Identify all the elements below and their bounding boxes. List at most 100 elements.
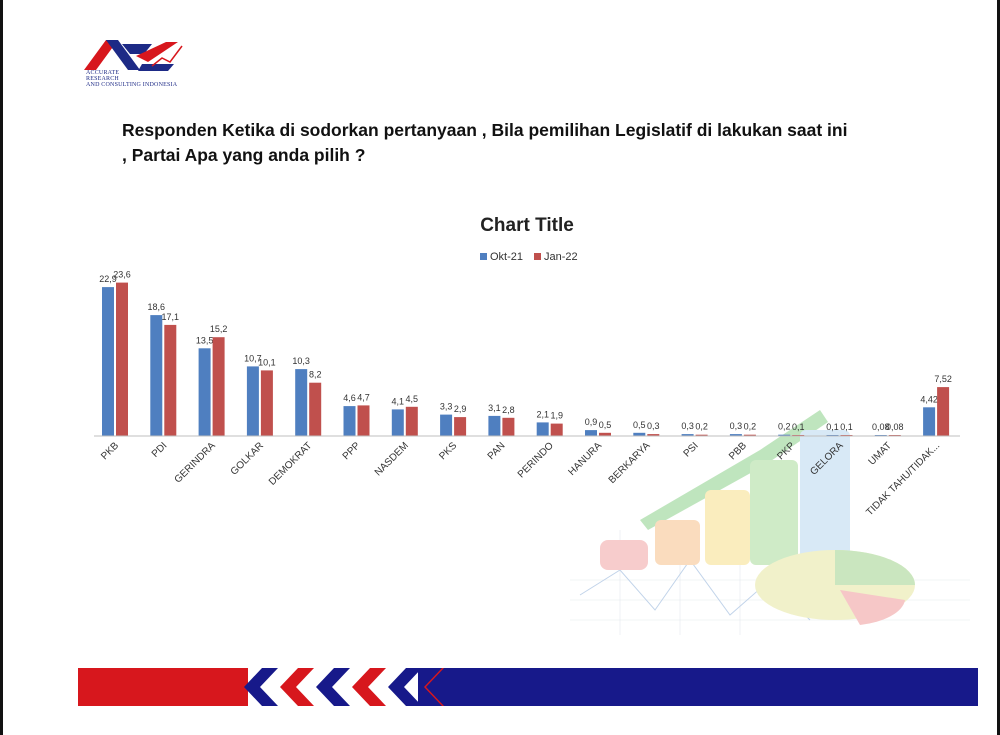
- banner-chevron-tail: [426, 668, 478, 706]
- question-line-2: , Partai Apa yang anda pilih ?: [122, 145, 366, 165]
- data-label-jan-22-8: 2,8: [502, 405, 515, 415]
- x-tick-label-3: GOLKAR: [229, 440, 266, 477]
- banner-chevron-2: [316, 668, 350, 706]
- bar-jan-22-10: [599, 432, 611, 437]
- chart-title: Chart Title: [480, 215, 574, 236]
- logo-line-2: RESEARCH: [86, 76, 119, 82]
- data-label-okt-21-8: 3,1: [488, 403, 501, 413]
- legend-label-okt-21: Okt-21: [490, 251, 523, 263]
- bar-jan-22-13: [743, 434, 756, 436]
- x-tick-label-5: PPP: [341, 440, 363, 462]
- data-label-okt-21-7: 3,3: [440, 402, 453, 412]
- legend-swatch-jan-22: [534, 253, 541, 260]
- data-label-okt-21-11: 0,5: [633, 420, 646, 430]
- x-tick-label-9: PERINDO: [516, 440, 556, 480]
- x-tick-label-11: BERKARYA: [607, 440, 653, 486]
- data-label-okt-21-9: 2,1: [536, 409, 549, 419]
- bar-okt-21-9: [536, 422, 549, 437]
- chart-legend: Okt-21 Jan-22: [480, 251, 578, 263]
- banner-chevrons: [244, 668, 478, 706]
- bar-okt-21-13: [729, 434, 742, 436]
- data-label-jan-22-7: 2,9: [454, 404, 467, 414]
- banner-chevron-0: [244, 668, 278, 706]
- question-text: Responden Ketika di sodorkan pertanyaan …: [122, 118, 942, 168]
- bar-okt-21-6: [391, 409, 404, 436]
- data-label-jan-22-4: 8,2: [309, 370, 322, 380]
- data-label-okt-21-4: 10,3: [292, 356, 310, 366]
- data-label-okt-21-2: 13,5: [196, 335, 214, 345]
- data-label-okt-21-13: 0,3: [730, 421, 743, 431]
- bottom-banner: [78, 668, 978, 706]
- bar-okt-21-1: [150, 315, 163, 436]
- bar-okt-21-10: [585, 430, 597, 436]
- bar-okt-21-7: [440, 414, 453, 436]
- bar-okt-21-3: [246, 366, 259, 436]
- x-tick-label-8: PAN: [486, 440, 508, 462]
- data-label-okt-21-16: 0,08: [872, 422, 890, 432]
- bar-okt-21-8: [488, 415, 501, 436]
- x-tick-label-0: PKB: [99, 440, 121, 462]
- data-label-jan-22-10: 0,5: [599, 420, 612, 430]
- bar-okt-21-11: [633, 432, 646, 437]
- banner-chevron-1: [280, 668, 314, 706]
- bar-jan-22-5: [357, 405, 370, 436]
- chart-bars: 22,923,6 PKB 18,617,1 PDI 13,515,2 GERINDRA 10…: [99, 270, 952, 519]
- data-label-okt-21-5: 4,6: [343, 393, 356, 403]
- bar-okt-21-14: [778, 434, 791, 436]
- data-label-jan-22-9: 1,9: [550, 411, 563, 421]
- data-label-okt-21-3: 10,7: [244, 353, 262, 363]
- x-tick-label-10: HANURA: [566, 440, 604, 478]
- x-tick-label-16: UMAT: [867, 440, 894, 467]
- data-label-jan-22-5: 4,7: [357, 392, 370, 402]
- bar-okt-21-0: [102, 287, 114, 436]
- data-label-jan-22-13: 0,2: [744, 422, 757, 432]
- frame-left-border: [0, 0, 3, 735]
- data-label-jan-22-12: 0,2: [695, 422, 708, 432]
- bar-jan-22-2: [212, 337, 225, 436]
- bar-chart: Chart Title Okt-21 Jan-22 22,923,6 PKB 18,…: [94, 215, 960, 519]
- x-tick-label-7: PKS: [437, 440, 459, 462]
- question-line-1: Responden Ketika di sodorkan pertanyaan …: [122, 120, 848, 140]
- data-label-jan-22-14: 0,1: [792, 422, 805, 432]
- logo-line-3: AND CONSULTING INDONESIA: [86, 82, 178, 88]
- banner-chevron-4: [388, 668, 422, 706]
- data-label-okt-21-6: 4,1: [392, 396, 405, 406]
- x-tick-label-6: NASDEM: [373, 440, 411, 478]
- bar-jan-22-12: [695, 434, 708, 436]
- bar-okt-21-4: [295, 369, 308, 437]
- data-label-jan-22-2: 15,2: [210, 324, 228, 334]
- data-label-jan-22-17: 7,52: [934, 374, 952, 384]
- logo-line-1: ACCURATE: [86, 70, 120, 76]
- data-label-jan-22-11: 0,3: [647, 421, 660, 431]
- bar-jan-22-0: [116, 282, 128, 436]
- background-illustration: [570, 410, 970, 635]
- data-label-okt-21-12: 0,3: [681, 421, 694, 431]
- bar-okt-21-5: [343, 406, 356, 436]
- legend-swatch-okt-21: [480, 253, 487, 260]
- x-tick-label-14: PKP: [775, 440, 797, 462]
- data-label-jan-22-3: 10,1: [258, 357, 276, 367]
- data-label-jan-22-16: 0,08: [886, 422, 904, 432]
- x-tick-label-13: PBB: [727, 440, 749, 462]
- banner-blue-section: [418, 668, 978, 706]
- x-tick-label-4: DEMOKRAT: [267, 440, 314, 487]
- data-label-okt-21-15: 0,1: [826, 422, 839, 432]
- bar-okt-21-17: [923, 407, 936, 436]
- data-label-jan-22-6: 4,5: [406, 394, 419, 404]
- data-label-okt-21-17: 4,42: [920, 394, 938, 404]
- bar-jan-22-7: [454, 417, 467, 436]
- banner-chevron-3: [352, 668, 386, 706]
- banner-red-section: [78, 668, 248, 706]
- x-tick-label-1: PDI: [150, 440, 170, 460]
- data-label-okt-21-0: 22,9: [99, 274, 117, 284]
- legend-label-jan-22: Jan-22: [544, 251, 578, 263]
- bar-okt-21-2: [198, 348, 211, 437]
- data-label-okt-21-1: 18,6: [148, 302, 166, 312]
- bar-jan-22-4: [309, 382, 322, 436]
- data-label-jan-22-0: 23,6: [113, 270, 131, 280]
- bar-jan-22-17: [937, 387, 950, 436]
- bar-jan-22-11: [647, 434, 660, 436]
- data-label-jan-22-1: 17,1: [162, 312, 180, 322]
- bar-okt-21-12: [681, 434, 694, 436]
- logo-text: ACCURATE RESEARCH AND CONSULTING INDONES…: [86, 70, 196, 88]
